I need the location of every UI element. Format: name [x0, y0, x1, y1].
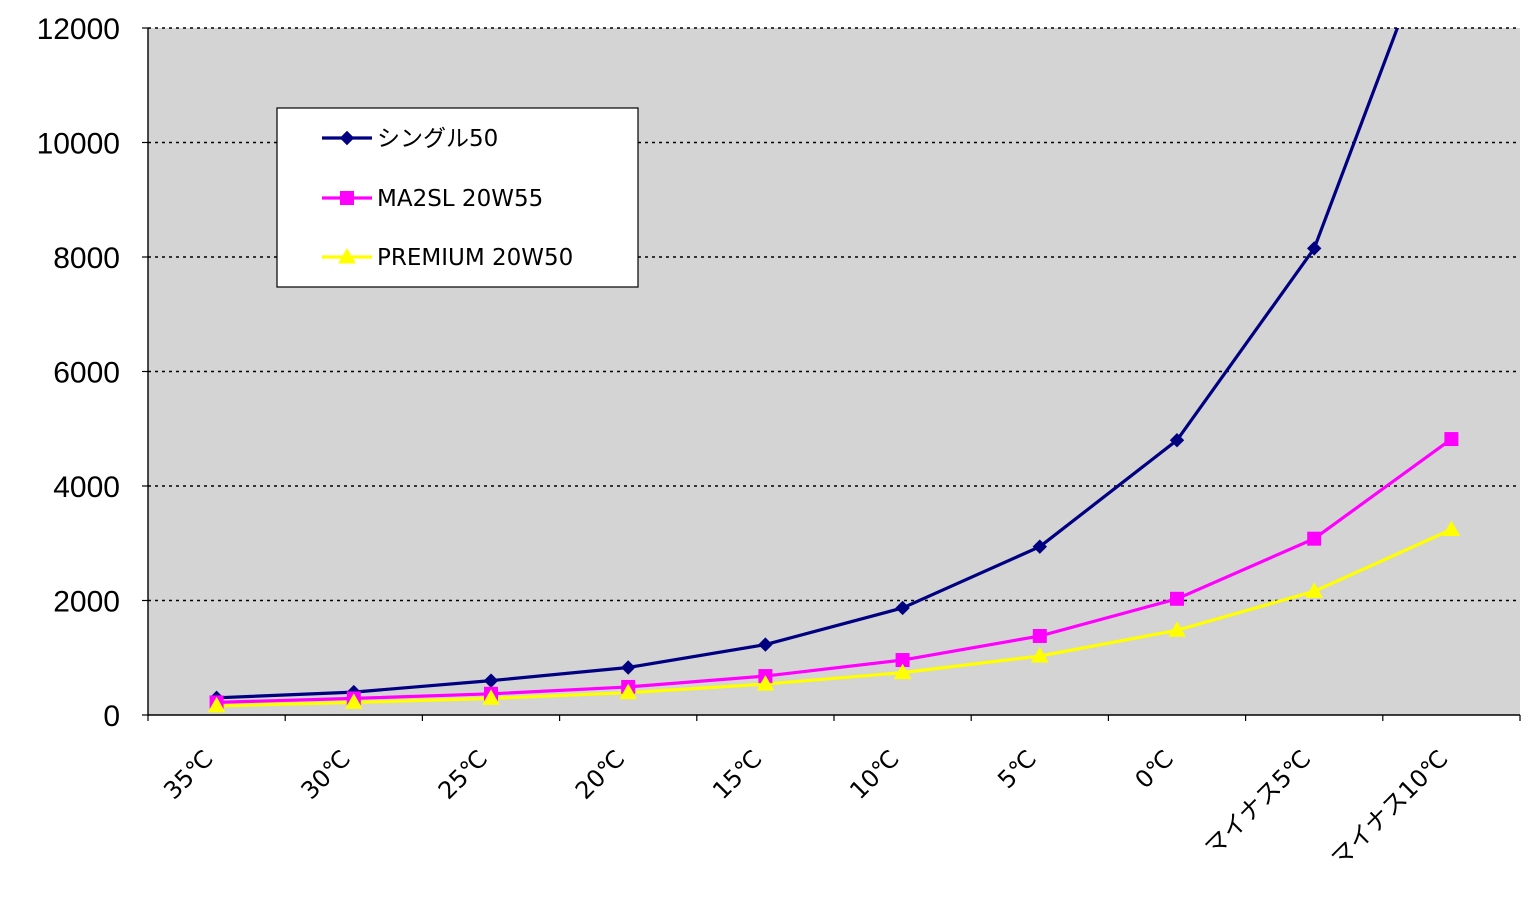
y-tick-label: 8000 — [53, 242, 120, 275]
series-line-2 — [216, 437, 1453, 705]
legend-label: シングル50 — [377, 126, 498, 152]
x-tick-label: 35℃ — [158, 744, 218, 804]
x-tick-label: 30℃ — [296, 744, 356, 804]
data-point-marker — [1032, 539, 1048, 554]
y-tick-label: 4000 — [53, 471, 120, 504]
gridlines — [148, 27, 1520, 602]
x-tick-label: 0℃ — [1130, 744, 1180, 794]
axes — [142, 27, 1521, 721]
data-point-marker — [1169, 432, 1185, 448]
series-lines — [216, 28, 1453, 708]
data-point-marker — [1305, 582, 1324, 598]
legend-marker — [338, 247, 356, 264]
data-point-marker — [1168, 621, 1186, 637]
y-tick-label: 6000 — [53, 357, 120, 390]
series-line-3 — [216, 528, 1453, 708]
x-tick-label: マイナス5℃ — [1199, 744, 1316, 861]
data-point-marker — [344, 693, 363, 709]
legend-marker — [340, 191, 354, 205]
data-point-marker — [756, 675, 775, 691]
x-tick-label: 10℃ — [844, 744, 904, 804]
x-tick-label: 15℃ — [707, 744, 767, 804]
data-point-marker — [482, 689, 500, 705]
data-point-marker — [1444, 432, 1459, 447]
y-tick-label: 10000 — [37, 128, 120, 161]
data-point-marker — [619, 683, 638, 700]
data-point-marker — [1307, 531, 1322, 546]
x-axis-tick-labels: 35℃ 30℃ 25℃ 20℃ 15℃ 10℃ 5℃ 0℃ マイナス5℃ マイナス10℃ — [158, 744, 1453, 872]
x-tick-label: 25℃ — [433, 744, 493, 804]
x-tick-label: 5℃ — [992, 744, 1042, 794]
data-point-marker — [758, 637, 773, 652]
x-tick-label: マイナス10℃ — [1326, 744, 1454, 872]
data-point-marker — [620, 660, 636, 675]
y-axis-tick-labels: 0 2000 4000 6000 8000 10000 12000 — [37, 13, 120, 733]
x-tick-label: 20℃ — [570, 744, 630, 804]
data-point-marker — [1306, 241, 1322, 256]
legend-marker — [339, 130, 355, 146]
y-tick-label: 2000 — [53, 586, 120, 619]
legend: シングル50 MA2SL 20W55 PREMIUM 20W50 — [276, 107, 639, 288]
data-point-marker — [1442, 520, 1461, 537]
data-point-marker — [895, 600, 910, 616]
series-line-1 — [216, 28, 1400, 700]
data-point-marker — [1170, 591, 1184, 606]
data-point-marker — [1030, 647, 1049, 663]
y-tick-label: 12000 — [37, 13, 120, 46]
y-tick-label: 0 — [103, 700, 120, 733]
legend-label: PREMIUM 20W50 — [377, 245, 573, 271]
data-point-marker — [207, 696, 226, 713]
legend-label: MA2SL 20W55 — [377, 186, 543, 212]
data-point-marker — [893, 663, 912, 680]
data-point-marker — [1032, 628, 1047, 643]
series-markers — [207, 241, 1461, 713]
